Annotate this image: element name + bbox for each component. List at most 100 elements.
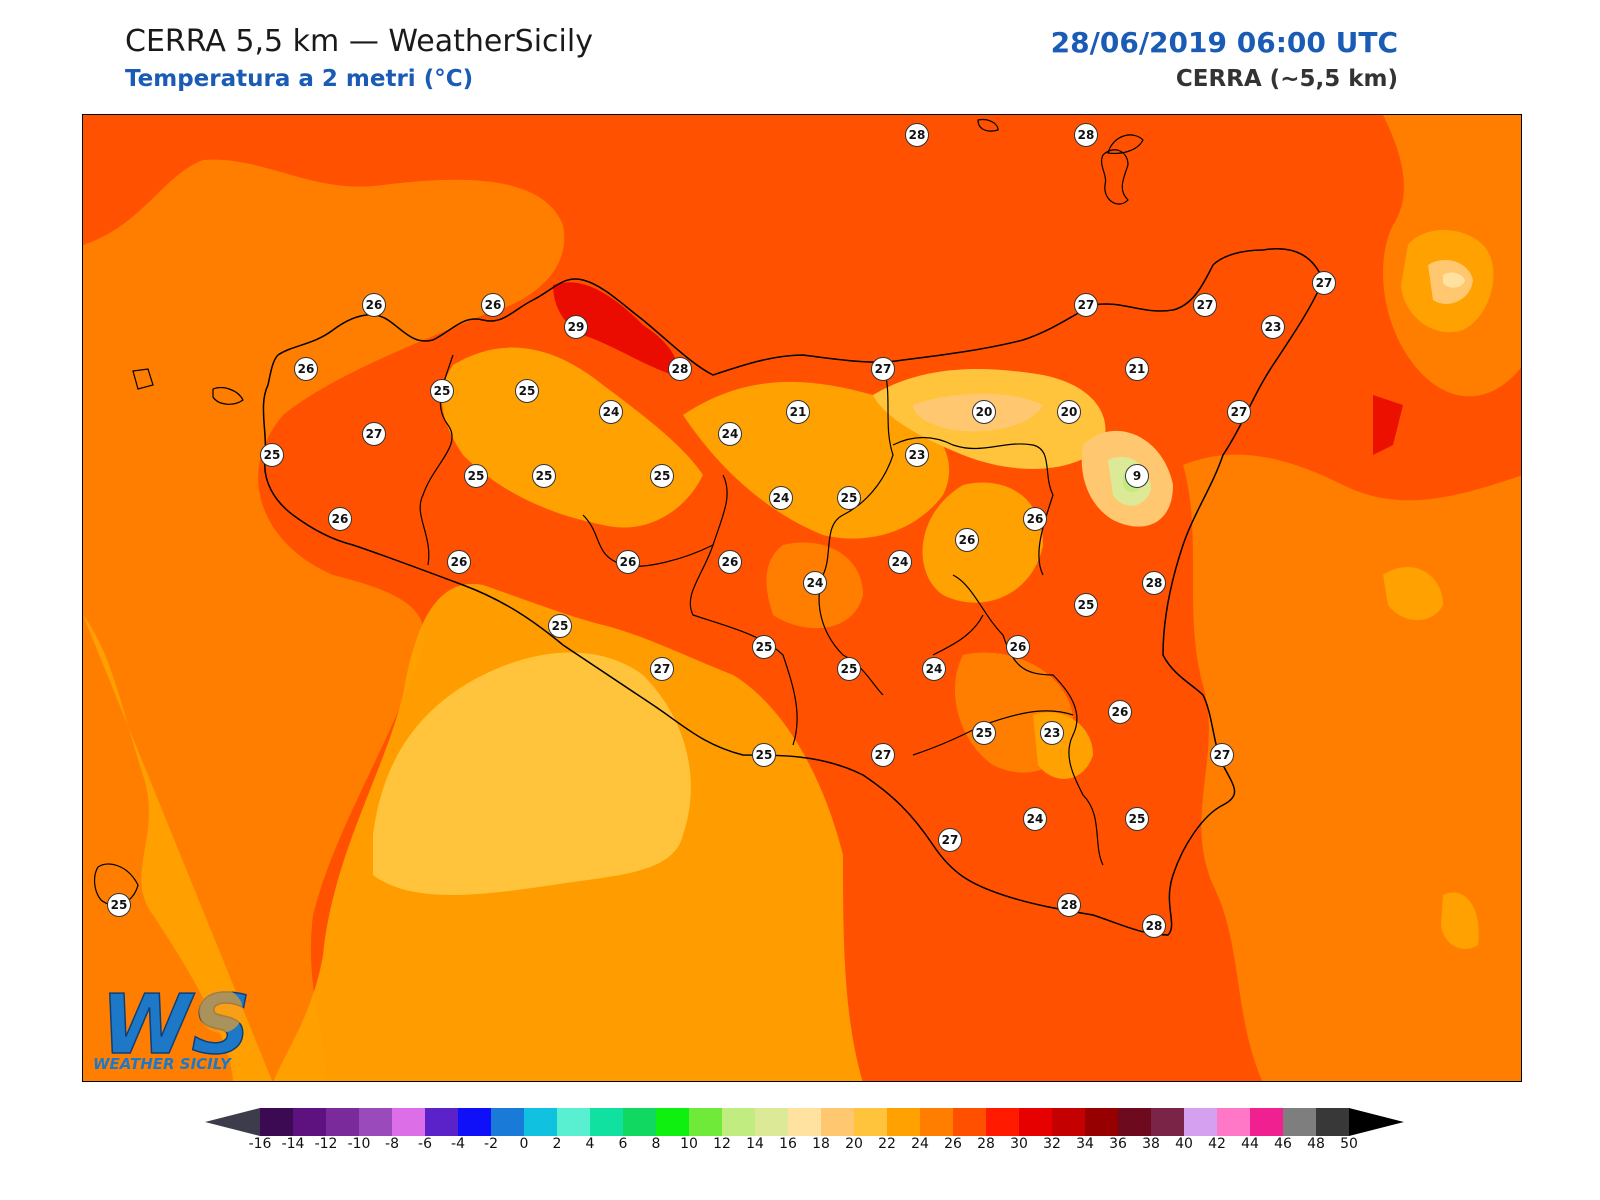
logo-name: WEATHER SICILY	[93, 1055, 231, 1073]
station-value: 29	[564, 315, 588, 339]
colorbar-over-arrow	[1349, 1108, 1404, 1136]
colorbar-segment	[788, 1108, 822, 1136]
station-value: 23	[1040, 721, 1064, 745]
station-value: 28	[1142, 914, 1166, 938]
colorbar-segment	[755, 1108, 789, 1136]
station-value: 28	[1074, 123, 1098, 147]
station-value: 25	[548, 614, 572, 638]
station-value: 27	[1210, 743, 1234, 767]
station-value: 27	[650, 657, 674, 681]
station-value: 25	[515, 379, 539, 403]
colorbar-segment	[1283, 1108, 1317, 1136]
valid-datetime: 28/06/2019 06:00 UTC	[1050, 26, 1398, 59]
colorbar-segment	[887, 1108, 921, 1136]
colorbar-segment	[920, 1108, 954, 1136]
colorbar-tick-label: -8	[385, 1136, 399, 1152]
station-value: 24	[769, 486, 793, 510]
colorbar-segment	[590, 1108, 624, 1136]
colorbar-tick-label: 20	[845, 1136, 863, 1152]
station-value: 24	[922, 657, 946, 681]
colorbar-tick-label: -10	[347, 1136, 371, 1152]
station-value: 25	[1125, 807, 1149, 831]
colorbar-segment	[425, 1108, 459, 1136]
station-value: 24	[718, 422, 742, 446]
station-value: 27	[1193, 293, 1217, 317]
station-value: 27	[362, 422, 386, 446]
colorbar-tick-label: 42	[1208, 1136, 1226, 1152]
station-value: 27	[1227, 400, 1251, 424]
station-value: 9	[1125, 464, 1149, 488]
colorbar-tick-label: 2	[552, 1136, 562, 1152]
station-value: 28	[1142, 571, 1166, 595]
colorbar-segment	[1118, 1108, 1152, 1136]
colorbar-segment	[656, 1108, 690, 1136]
colorbar-segment	[1085, 1108, 1119, 1136]
colorbar-tick-label: 36	[1109, 1136, 1127, 1152]
station-value: 28	[1057, 893, 1081, 917]
station-value: 24	[599, 400, 623, 424]
colorbar-tick-label: 50	[1340, 1136, 1358, 1152]
colorbar-segment	[491, 1108, 525, 1136]
station-value: 25	[1074, 593, 1098, 617]
station-value: 26	[1006, 635, 1030, 659]
station-value: 27	[1312, 271, 1336, 295]
colorbar-segment	[722, 1108, 756, 1136]
colorbar-segment	[326, 1108, 360, 1136]
colorbar-segment	[1019, 1108, 1053, 1136]
station-value: 25	[837, 486, 861, 510]
station-value: 27	[871, 743, 895, 767]
colorbar-segment	[1316, 1108, 1350, 1136]
station-value: 25	[650, 464, 674, 488]
station-value: 26	[1023, 507, 1047, 531]
station-value: 25	[752, 743, 776, 767]
colorbar-tick-label: -4	[451, 1136, 465, 1152]
station-value: 26	[955, 528, 979, 552]
colorbar-tick-label: 12	[713, 1136, 731, 1152]
colorbar-segment	[821, 1108, 855, 1136]
colorbar-tick-label: -2	[484, 1136, 498, 1152]
map-panel: 28 28 26 26 29 27 27 27 23 26 25 25 28 27 21 24 24 21 20 20…	[82, 114, 1522, 1082]
colorbar-segment	[557, 1108, 591, 1136]
colorbar-tick-label: 16	[779, 1136, 797, 1152]
colorbar-tick-label: -12	[314, 1136, 338, 1152]
colorbar-tick-label: 8	[651, 1136, 661, 1152]
colorbar-tick-label: 26	[944, 1136, 962, 1152]
colorbar-segment	[392, 1108, 426, 1136]
station-value: 27	[938, 828, 962, 852]
station-value: 26	[481, 293, 505, 317]
station-value: 25	[430, 379, 454, 403]
colorbar-under-arrow	[205, 1108, 260, 1136]
station-value: 28	[905, 123, 929, 147]
station-value: 28	[668, 357, 692, 381]
station-value: 25	[532, 464, 556, 488]
station-value: 26	[616, 550, 640, 574]
colorbar-tick-label: 48	[1307, 1136, 1325, 1152]
station-value: 26	[718, 550, 742, 574]
station-value: 23	[1261, 315, 1285, 339]
colorbar-segment	[953, 1108, 987, 1136]
colorbar-segment	[260, 1108, 294, 1136]
station-value: 24	[888, 550, 912, 574]
colorbar-segment	[1217, 1108, 1251, 1136]
station-value: 27	[1074, 293, 1098, 317]
station-value: 20	[972, 400, 996, 424]
colorbar-tick-label: 0	[519, 1136, 529, 1152]
colorbar-segment	[524, 1108, 558, 1136]
station-value: 24	[1023, 807, 1047, 831]
station-value: 25	[972, 721, 996, 745]
colorbar-segment	[689, 1108, 723, 1136]
station-value: 25	[107, 893, 131, 917]
colorbar-tick-label: 14	[746, 1136, 764, 1152]
colorbar-tick-label: 44	[1241, 1136, 1259, 1152]
station-value: 25	[260, 443, 284, 467]
colorbar-tick-label: 6	[618, 1136, 628, 1152]
temperature-field	[83, 115, 1521, 1081]
weathersicily-logo: WS	[100, 977, 251, 1074]
colorbar	[205, 1108, 1404, 1136]
colorbar-tick-label: -14	[281, 1136, 305, 1152]
model-label: CERRA (~5,5 km)	[1175, 66, 1398, 92]
station-value: 26	[294, 357, 318, 381]
colorbar-tick-label: 10	[680, 1136, 698, 1152]
station-value: 25	[837, 657, 861, 681]
station-value: 25	[464, 464, 488, 488]
